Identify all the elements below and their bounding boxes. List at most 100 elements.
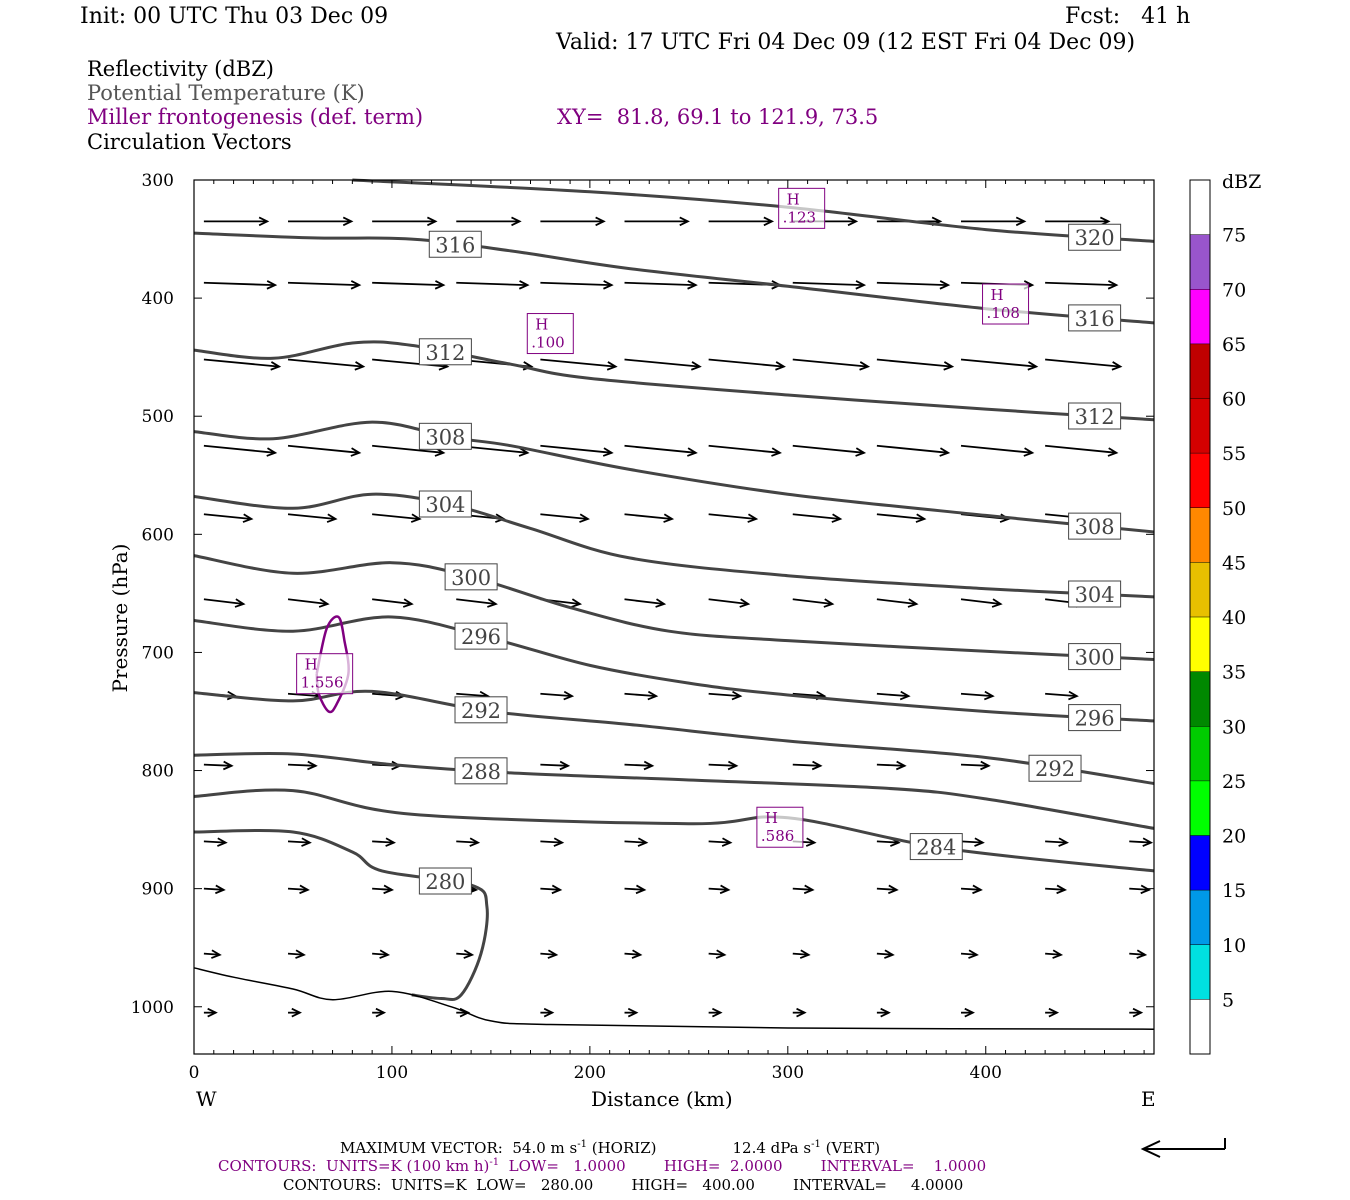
vector-arrow	[792, 884, 815, 895]
vector-arrow	[1045, 1007, 1060, 1018]
vector-arrow	[203, 598, 246, 608]
vector-arrow	[540, 280, 614, 290]
vector-arrow	[961, 1007, 975, 1018]
contour-label-312: 312	[1068, 402, 1122, 430]
theta-contour-292	[193, 689, 1155, 785]
vector-arrow	[287, 358, 366, 371]
vector-arrow	[456, 598, 498, 608]
theta-contour-info: CONTOURS: UNITS=K LOW= 280.00 HIGH= 400.…	[283, 1176, 964, 1194]
vector-arrow	[876, 358, 955, 371]
contour-label-308: 308	[418, 422, 472, 450]
vector-arrow	[540, 949, 559, 959]
vector-arrow	[456, 280, 530, 290]
vector-arrow	[708, 598, 751, 608]
contour-label-300: 300	[1068, 643, 1122, 671]
vector-arrow	[540, 884, 563, 895]
contour-label-320: 320	[1068, 223, 1122, 251]
vector-arrow	[372, 1007, 387, 1018]
frontogenesis-high: H.108	[982, 283, 1030, 325]
contour-label-308: 308	[1068, 512, 1122, 540]
field-theta: Potential Temperature (K)	[87, 81, 365, 105]
svg-text:304: 304	[425, 493, 465, 517]
colorbar-swatch	[1190, 343, 1210, 399]
theta-contour-300	[193, 554, 1155, 661]
y-tick-label: 500	[142, 407, 174, 427]
vector-arrow	[372, 598, 414, 608]
high-letter: H	[535, 316, 548, 334]
contour-label-292: 292	[454, 696, 508, 724]
vector-arrow	[961, 216, 1027, 227]
colorbar-label: 5	[1222, 989, 1234, 1011]
vector-arrow	[540, 358, 618, 371]
svg-text:308: 308	[1075, 515, 1115, 539]
svg-text:312: 312	[1075, 405, 1115, 429]
colorbar-label: 35	[1222, 662, 1246, 684]
svg-text:316: 316	[1075, 307, 1115, 331]
vector-arrow	[287, 513, 338, 523]
vector-arrow	[792, 598, 835, 608]
cross-section-xy: XY= 81.8, 69.1 to 121.9, 73.5	[557, 105, 879, 129]
vector-arrow	[708, 884, 731, 895]
theta-contour-304	[193, 492, 1155, 599]
vector-arrow	[1045, 884, 1067, 895]
svg-text:284: 284	[916, 836, 956, 860]
vector-arrow	[540, 690, 575, 701]
vector-arrow	[203, 949, 222, 959]
colorbar-label: 75	[1222, 225, 1246, 247]
fronto-contour-info: CONTOURS: UNITS=K (100 km h)-1 LOW= 1.00…	[218, 1157, 987, 1175]
vector-arrow	[792, 949, 811, 959]
y-tick-label: 300	[142, 171, 174, 191]
vector-arrow	[372, 513, 422, 523]
svg-text:292: 292	[1035, 757, 1075, 781]
vector-arrow	[876, 598, 919, 608]
vector-arrow	[372, 884, 395, 895]
vector-arrow	[624, 444, 698, 457]
vector-arrow	[203, 444, 278, 457]
vector-arrow	[540, 760, 571, 771]
vector-arrow	[287, 884, 310, 895]
vector-arrow	[372, 280, 446, 290]
svg-text:288: 288	[461, 760, 501, 784]
vector-arrow	[708, 513, 759, 523]
vector-arrow	[876, 280, 951, 290]
vector-arrow	[540, 1007, 555, 1018]
vector-arrow	[203, 884, 226, 895]
colorbar-swatch	[1190, 289, 1210, 344]
vector-arrow	[792, 1007, 807, 1018]
vector-arrow	[876, 690, 911, 701]
plot-frame	[193, 179, 1155, 1055]
colorbar-unit: dBZ	[1222, 171, 1261, 193]
high-value: 1.556	[301, 674, 344, 692]
vector-arrow	[708, 760, 739, 771]
vector-arrow	[203, 513, 254, 523]
x-tick-label: 200	[574, 1063, 606, 1083]
vector-arrow	[1045, 837, 1069, 847]
colorbar-label: 15	[1222, 880, 1246, 902]
vector-arrow	[708, 444, 782, 457]
theta-contour-312	[193, 340, 1155, 422]
vector-arrow	[792, 760, 823, 771]
vector-arrow	[456, 949, 475, 959]
vector-arrow	[203, 760, 234, 771]
y-tick-label: 900	[142, 880, 174, 900]
theta-contour-296	[193, 615, 1155, 723]
colorbar-swatch	[1190, 562, 1210, 617]
vector-arrow	[708, 216, 775, 227]
colorbar-swatch	[1190, 726, 1210, 781]
x-right-label: E	[1141, 1087, 1156, 1111]
contour-label-288: 288	[454, 757, 508, 785]
max-vector-text: MAXIMUM VECTOR: 54.0 m s-1 (HORIZ) 12.4 d…	[340, 1139, 881, 1157]
vector-arrow	[960, 949, 979, 959]
vector-arrow	[708, 949, 727, 959]
svg-text:296: 296	[461, 625, 501, 649]
y-tick-label: 600	[142, 525, 174, 545]
vector-arrow	[876, 760, 907, 771]
svg-text:316: 316	[435, 233, 475, 257]
colorbar-swatch	[1190, 453, 1210, 508]
theta-contour-288	[193, 751, 1155, 830]
high-value: .586	[761, 827, 794, 845]
vector-arrow	[624, 837, 649, 847]
vector-arrow	[287, 837, 312, 847]
high-letter: H	[991, 286, 1004, 304]
vector-arrow	[540, 513, 590, 523]
